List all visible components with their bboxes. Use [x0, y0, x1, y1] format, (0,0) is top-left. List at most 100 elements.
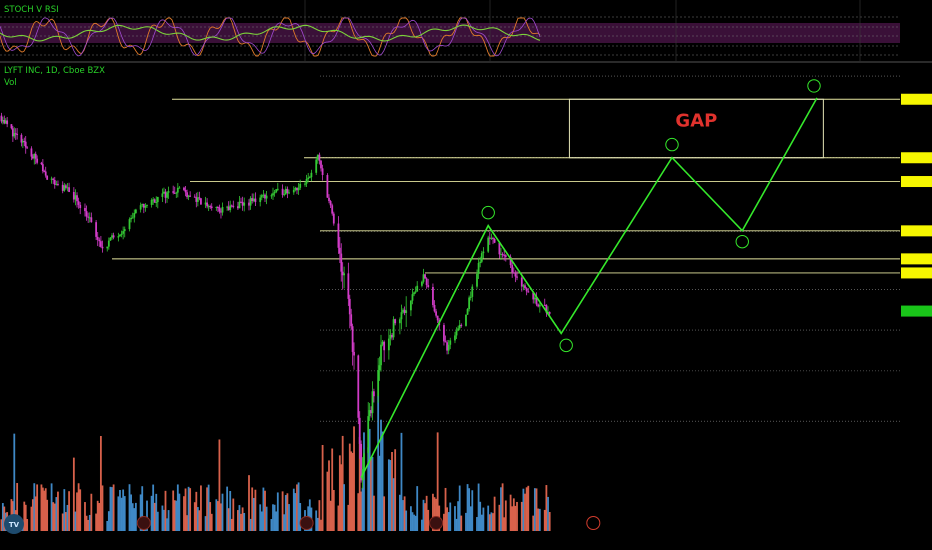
candle-body [476, 273, 478, 287]
candle [511, 262, 514, 278]
candle [310, 169, 313, 182]
candle-body [522, 285, 525, 287]
candle-body [79, 204, 82, 209]
volume-bar [444, 487, 447, 531]
candle [238, 195, 241, 209]
candle [492, 236, 494, 245]
candle [43, 169, 46, 173]
volume-bar [400, 432, 403, 531]
candle [368, 403, 371, 421]
candle [259, 194, 262, 207]
candle-body [187, 195, 190, 198]
candle-body [41, 164, 44, 172]
candle-body [183, 187, 185, 190]
candle-body [331, 205, 334, 214]
volume-bar [535, 488, 538, 531]
tradingview-logo[interactable]: TV [4, 514, 24, 534]
candle-body [449, 340, 452, 345]
volume-bar [371, 456, 374, 531]
volume-bar [490, 512, 493, 531]
candle [46, 175, 49, 180]
candle [90, 212, 93, 223]
candle-body [457, 328, 460, 331]
candle [24, 135, 27, 154]
candle-body [155, 202, 158, 204]
volume-bar [477, 483, 480, 531]
candle [195, 192, 198, 208]
candle-body [273, 192, 276, 194]
candle-body [524, 285, 526, 289]
candle [543, 298, 546, 306]
volume-bar [122, 489, 125, 531]
candle-body [207, 206, 210, 208]
volume-bar [53, 503, 56, 531]
candle-body [394, 319, 397, 324]
earnings-badge [136, 516, 151, 530]
candle [3, 115, 6, 125]
candle [446, 340, 448, 355]
candle-body [259, 197, 262, 203]
candle [183, 186, 185, 192]
candle [6, 117, 9, 128]
candle-body [537, 304, 540, 307]
candle-body [383, 341, 386, 351]
candle [449, 337, 452, 350]
candle-body [36, 158, 39, 163]
candle [112, 232, 115, 240]
volume-bar [454, 506, 456, 531]
volume-bar [43, 490, 46, 531]
volume-bar [101, 485, 104, 531]
candle-body [398, 319, 401, 324]
gap-zone[interactable] [568, 98, 824, 159]
volume-bar [422, 499, 425, 531]
candle-body [416, 285, 419, 292]
candle-body [288, 192, 290, 194]
volume-bar [0, 519, 3, 531]
volume-bar [457, 501, 460, 531]
volume-bar [500, 487, 502, 531]
wave-label-5 [807, 79, 821, 93]
candle-body [167, 191, 170, 193]
volume-label: Vol [4, 78, 17, 88]
volume-bar [446, 507, 448, 531]
volume-bar [532, 515, 535, 531]
candle-body [299, 183, 302, 188]
candle [57, 180, 59, 187]
candle [284, 186, 287, 195]
candle-body [308, 177, 311, 179]
volume-bar [167, 510, 170, 531]
volume-bar [460, 515, 463, 531]
candle [152, 197, 155, 205]
candle [281, 184, 284, 198]
candle-body [498, 242, 501, 255]
candle-body [142, 204, 145, 208]
candle-body [198, 197, 201, 199]
volume-bar [520, 501, 523, 531]
candle [321, 164, 324, 181]
volume-bar [413, 514, 415, 531]
candle [276, 182, 279, 192]
candle [341, 262, 344, 290]
candle-body [260, 195, 263, 198]
candle [363, 448, 365, 481]
candle-body [230, 205, 233, 207]
candle-body [357, 355, 360, 418]
volume-bar [468, 488, 471, 531]
candle [68, 182, 70, 193]
volume-bar [133, 508, 136, 531]
candle-body [178, 187, 181, 189]
volume-bar [476, 517, 478, 531]
candle [338, 236, 341, 264]
candle-body [63, 185, 66, 191]
volume-bar [273, 504, 276, 531]
candle [87, 212, 90, 224]
candle-body [443, 325, 445, 342]
volume-bar [16, 483, 19, 531]
elliott-wave-path[interactable] [360, 97, 818, 478]
candle [98, 237, 101, 247]
candle-body [321, 168, 324, 176]
candle-body [20, 134, 23, 143]
candle-body [111, 235, 113, 238]
candle [119, 234, 121, 237]
